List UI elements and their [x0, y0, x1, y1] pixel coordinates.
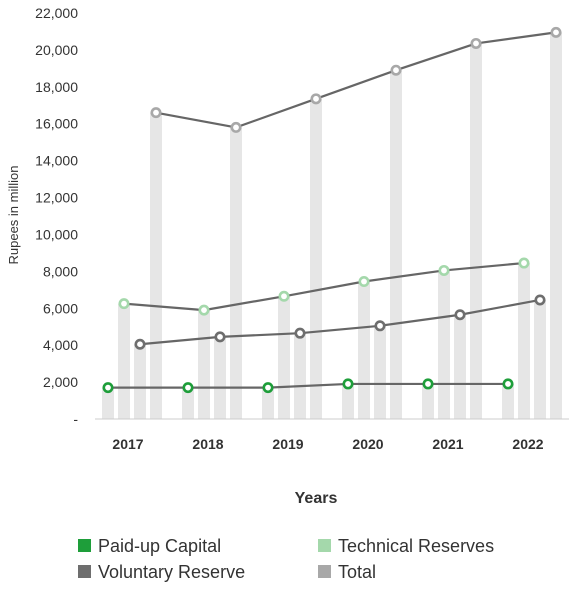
y-tick-label: 4,000 — [43, 337, 78, 353]
x-tick-label: 2022 — [512, 436, 543, 452]
bar-technical-reserves-2022 — [518, 263, 530, 419]
x-axis-ticks: 2017 2018 2019 2020 2021 2022 — [112, 436, 543, 452]
bar-total-2017 — [150, 112, 162, 420]
point-paid-up-capital-2017 — [102, 382, 114, 394]
point-total-2018 — [230, 121, 242, 133]
point-voluntary-reserve-2020 — [374, 320, 386, 332]
point-technical-reserves-2022 — [518, 257, 530, 269]
point-voluntary-reserve-2018 — [214, 331, 226, 343]
point-technical-reserves-2018 — [198, 304, 210, 316]
x-tick-label: 2020 — [352, 436, 383, 452]
legend-swatch-voluntary-reserve — [78, 565, 91, 578]
y-tick-label: 16,000 — [35, 116, 78, 132]
bar-voluntary-reserve-2022 — [534, 299, 546, 419]
bar-layer — [102, 32, 562, 420]
bar-paid-up-capital-2019 — [262, 387, 274, 419]
point-paid-up-capital-2018 — [182, 382, 194, 394]
legend: Paid-up Capital Technical Reserves Volunta… — [78, 536, 494, 582]
x-tick-label: 2021 — [432, 436, 463, 452]
y-tick-label: 20,000 — [35, 42, 78, 58]
y-tick-label: 10,000 — [35, 226, 78, 242]
legend-label-voluntary-reserve: Voluntary Reserve — [98, 562, 245, 582]
bar-paid-up-capital-2021 — [422, 383, 434, 419]
y-tick-label: 18,000 — [35, 79, 78, 95]
point-paid-up-capital-2020 — [342, 378, 354, 390]
legend-swatch-paid-up-capital — [78, 539, 91, 552]
y-tick-label: - — [73, 411, 78, 427]
x-tick-label: 2018 — [192, 436, 223, 452]
point-total-2021 — [470, 37, 482, 49]
y-tick-label: 22,000 — [35, 5, 78, 21]
bar-paid-up-capital-2022 — [502, 383, 514, 419]
point-paid-up-capital-2022 — [502, 378, 514, 390]
y-axis-title: Rupees in million — [6, 166, 21, 265]
point-total-2022 — [550, 26, 562, 38]
point-paid-up-capital-2021 — [422, 378, 434, 390]
point-voluntary-reserve-2021 — [454, 309, 466, 321]
x-tick-label: 2017 — [112, 436, 143, 452]
x-tick-label: 2019 — [272, 436, 303, 452]
bar-technical-reserves-2017 — [118, 303, 130, 419]
y-axis-ticks: - 2,000 4,000 6,000 8,000 10,000 12,000 14,000 1… — [35, 5, 78, 427]
y-tick-label: 12,000 — [35, 190, 78, 206]
point-total-2017 — [150, 107, 162, 119]
bar-technical-reserves-2018 — [198, 310, 210, 419]
bar-total-2021 — [470, 43, 482, 419]
point-technical-reserves-2019 — [278, 290, 290, 302]
line-layer — [108, 31, 557, 389]
marker-layer — [102, 26, 562, 394]
legend-swatch-technical-reserves — [318, 539, 331, 552]
bar-voluntary-reserve-2020 — [374, 325, 386, 419]
y-tick-label: 8,000 — [43, 263, 78, 279]
point-total-2020 — [390, 64, 402, 76]
line-total — [155, 31, 557, 129]
line-voluntary-reserve — [139, 298, 541, 346]
legend-label-technical-reserves: Technical Reserves — [338, 536, 494, 556]
bar-total-2022 — [550, 32, 562, 420]
legend-swatch-total — [318, 565, 331, 578]
y-tick-label: 6,000 — [43, 300, 78, 316]
bar-total-2018 — [230, 127, 242, 419]
bar-total-2020 — [390, 70, 402, 419]
point-voluntary-reserve-2019 — [294, 327, 306, 339]
bar-voluntary-reserve-2019 — [294, 333, 306, 419]
point-total-2019 — [310, 93, 322, 105]
legend-label-paid-up-capital: Paid-up Capital — [98, 536, 221, 556]
y-tick-label: 2,000 — [43, 374, 78, 390]
bar-paid-up-capital-2017 — [102, 387, 114, 419]
line-paid-up-capital — [108, 382, 508, 389]
point-technical-reserves-2017 — [118, 298, 130, 310]
point-technical-reserves-2020 — [358, 276, 370, 288]
bar-voluntary-reserve-2017 — [134, 344, 146, 419]
line-technical-reserves — [123, 261, 525, 312]
point-voluntary-reserve-2022 — [534, 294, 546, 306]
point-technical-reserves-2021 — [438, 264, 450, 276]
bar-technical-reserves-2020 — [358, 281, 370, 419]
bar-total-2019 — [310, 98, 322, 420]
x-axis-title: Years — [295, 490, 338, 507]
bar-paid-up-capital-2018 — [182, 387, 194, 419]
y-tick-label: 14,000 — [35, 153, 78, 169]
bar-technical-reserves-2021 — [438, 270, 450, 419]
point-voluntary-reserve-2017 — [134, 338, 146, 350]
bar-voluntary-reserve-2018 — [214, 336, 226, 419]
bar-technical-reserves-2019 — [278, 296, 290, 419]
bar-paid-up-capital-2020 — [342, 383, 354, 419]
legend-label-total: Total — [338, 562, 376, 582]
bar-voluntary-reserve-2021 — [454, 314, 466, 419]
point-paid-up-capital-2019 — [262, 382, 274, 394]
